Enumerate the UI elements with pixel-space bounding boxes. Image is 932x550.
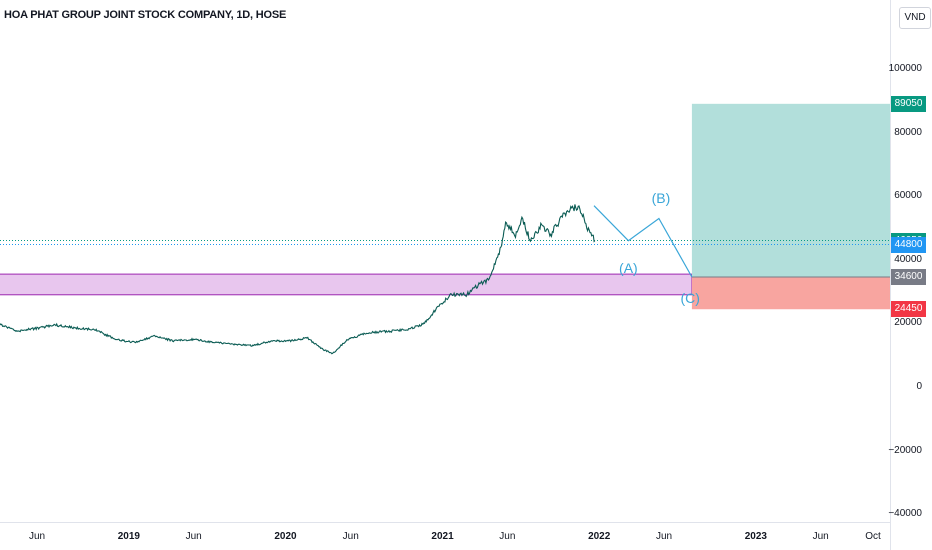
x-tick-label: Jun [342, 531, 359, 542]
y-tick-label: −20000 [888, 444, 922, 456]
x-tick-label: 2020 [274, 531, 297, 542]
price-axis-label: 24450 [891, 301, 926, 318]
x-tick-label: Jun [499, 531, 516, 542]
elliott-wave-path [593, 205, 693, 278]
wave-label: (B) [651, 189, 671, 206]
y-tick-label: 100000 [888, 63, 922, 74]
support-zone [0, 273, 693, 296]
currency-button[interactable]: VND [899, 7, 931, 29]
x-tick-label: 2023 [744, 531, 767, 542]
x-tick-label: 2022 [588, 531, 611, 542]
chart-canvas[interactable] [0, 0, 890, 522]
profit-zone [691, 103, 890, 277]
chart-title: HOA PHAT GROUP JOINT STOCK COMPANY, 1D, … [4, 9, 287, 21]
loss-zone [691, 276, 890, 310]
x-tick-label: Jun [28, 531, 46, 542]
y-tick-label: 0 [916, 381, 922, 392]
time-axis-divider [0, 522, 890, 523]
x-tick-label: Jun [185, 531, 202, 542]
x-tick-label: 2019 [117, 531, 140, 542]
wave-label: (C) [680, 289, 700, 306]
price-axis-divider [890, 0, 891, 550]
x-tick-label: Oct [865, 531, 881, 542]
y-tick-label: 20000 [894, 317, 922, 329]
x-tick-label: Jun [655, 531, 673, 542]
x-tick-label: Jun [812, 531, 829, 542]
price-axis-label: 89050 [891, 95, 926, 112]
price-series-line [0, 204, 596, 355]
wave-label: (A) [619, 259, 638, 276]
price-axis-label: 34600 [891, 268, 926, 285]
y-tick-label: 80000 [894, 126, 922, 138]
x-tick-label: 2021 [431, 531, 454, 542]
y-tick-label: −40000 [888, 508, 922, 520]
y-tick-label: 60000 [894, 190, 922, 202]
price-axis-label: 44800 [891, 236, 926, 253]
y-tick-label: 40000 [894, 253, 922, 265]
